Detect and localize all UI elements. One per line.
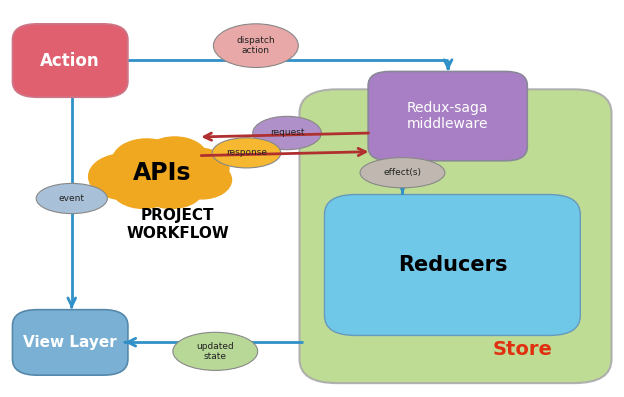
Circle shape: [117, 146, 202, 200]
Ellipse shape: [212, 138, 281, 168]
FancyBboxPatch shape: [12, 310, 128, 375]
Text: response: response: [226, 148, 267, 157]
Ellipse shape: [360, 158, 445, 188]
Ellipse shape: [173, 332, 258, 370]
Circle shape: [167, 148, 229, 188]
Text: View Layer: View Layer: [23, 335, 117, 350]
Ellipse shape: [213, 24, 298, 67]
Circle shape: [142, 137, 207, 178]
Text: Action: Action: [41, 52, 100, 69]
FancyBboxPatch shape: [324, 195, 580, 335]
Ellipse shape: [36, 183, 107, 214]
Text: event: event: [59, 194, 85, 203]
Text: effect(s): effect(s): [384, 168, 421, 177]
Text: Store: Store: [493, 340, 553, 359]
Text: Redux-saga
middleware: Redux-saga middleware: [407, 101, 489, 131]
FancyBboxPatch shape: [12, 24, 128, 97]
Circle shape: [111, 167, 176, 208]
Circle shape: [139, 167, 204, 208]
Circle shape: [172, 161, 232, 199]
Ellipse shape: [253, 116, 321, 150]
Text: Reducers: Reducers: [397, 255, 507, 275]
Text: request: request: [270, 129, 305, 137]
Text: updated
state: updated state: [197, 342, 234, 361]
Text: dispatch
action: dispatch action: [236, 36, 275, 55]
FancyBboxPatch shape: [368, 71, 527, 161]
Circle shape: [89, 154, 161, 200]
Circle shape: [112, 139, 181, 183]
Text: APIs: APIs: [133, 161, 192, 185]
FancyBboxPatch shape: [300, 89, 612, 383]
Text: PROJECT
WORKFLOW: PROJECT WORKFLOW: [127, 208, 229, 241]
